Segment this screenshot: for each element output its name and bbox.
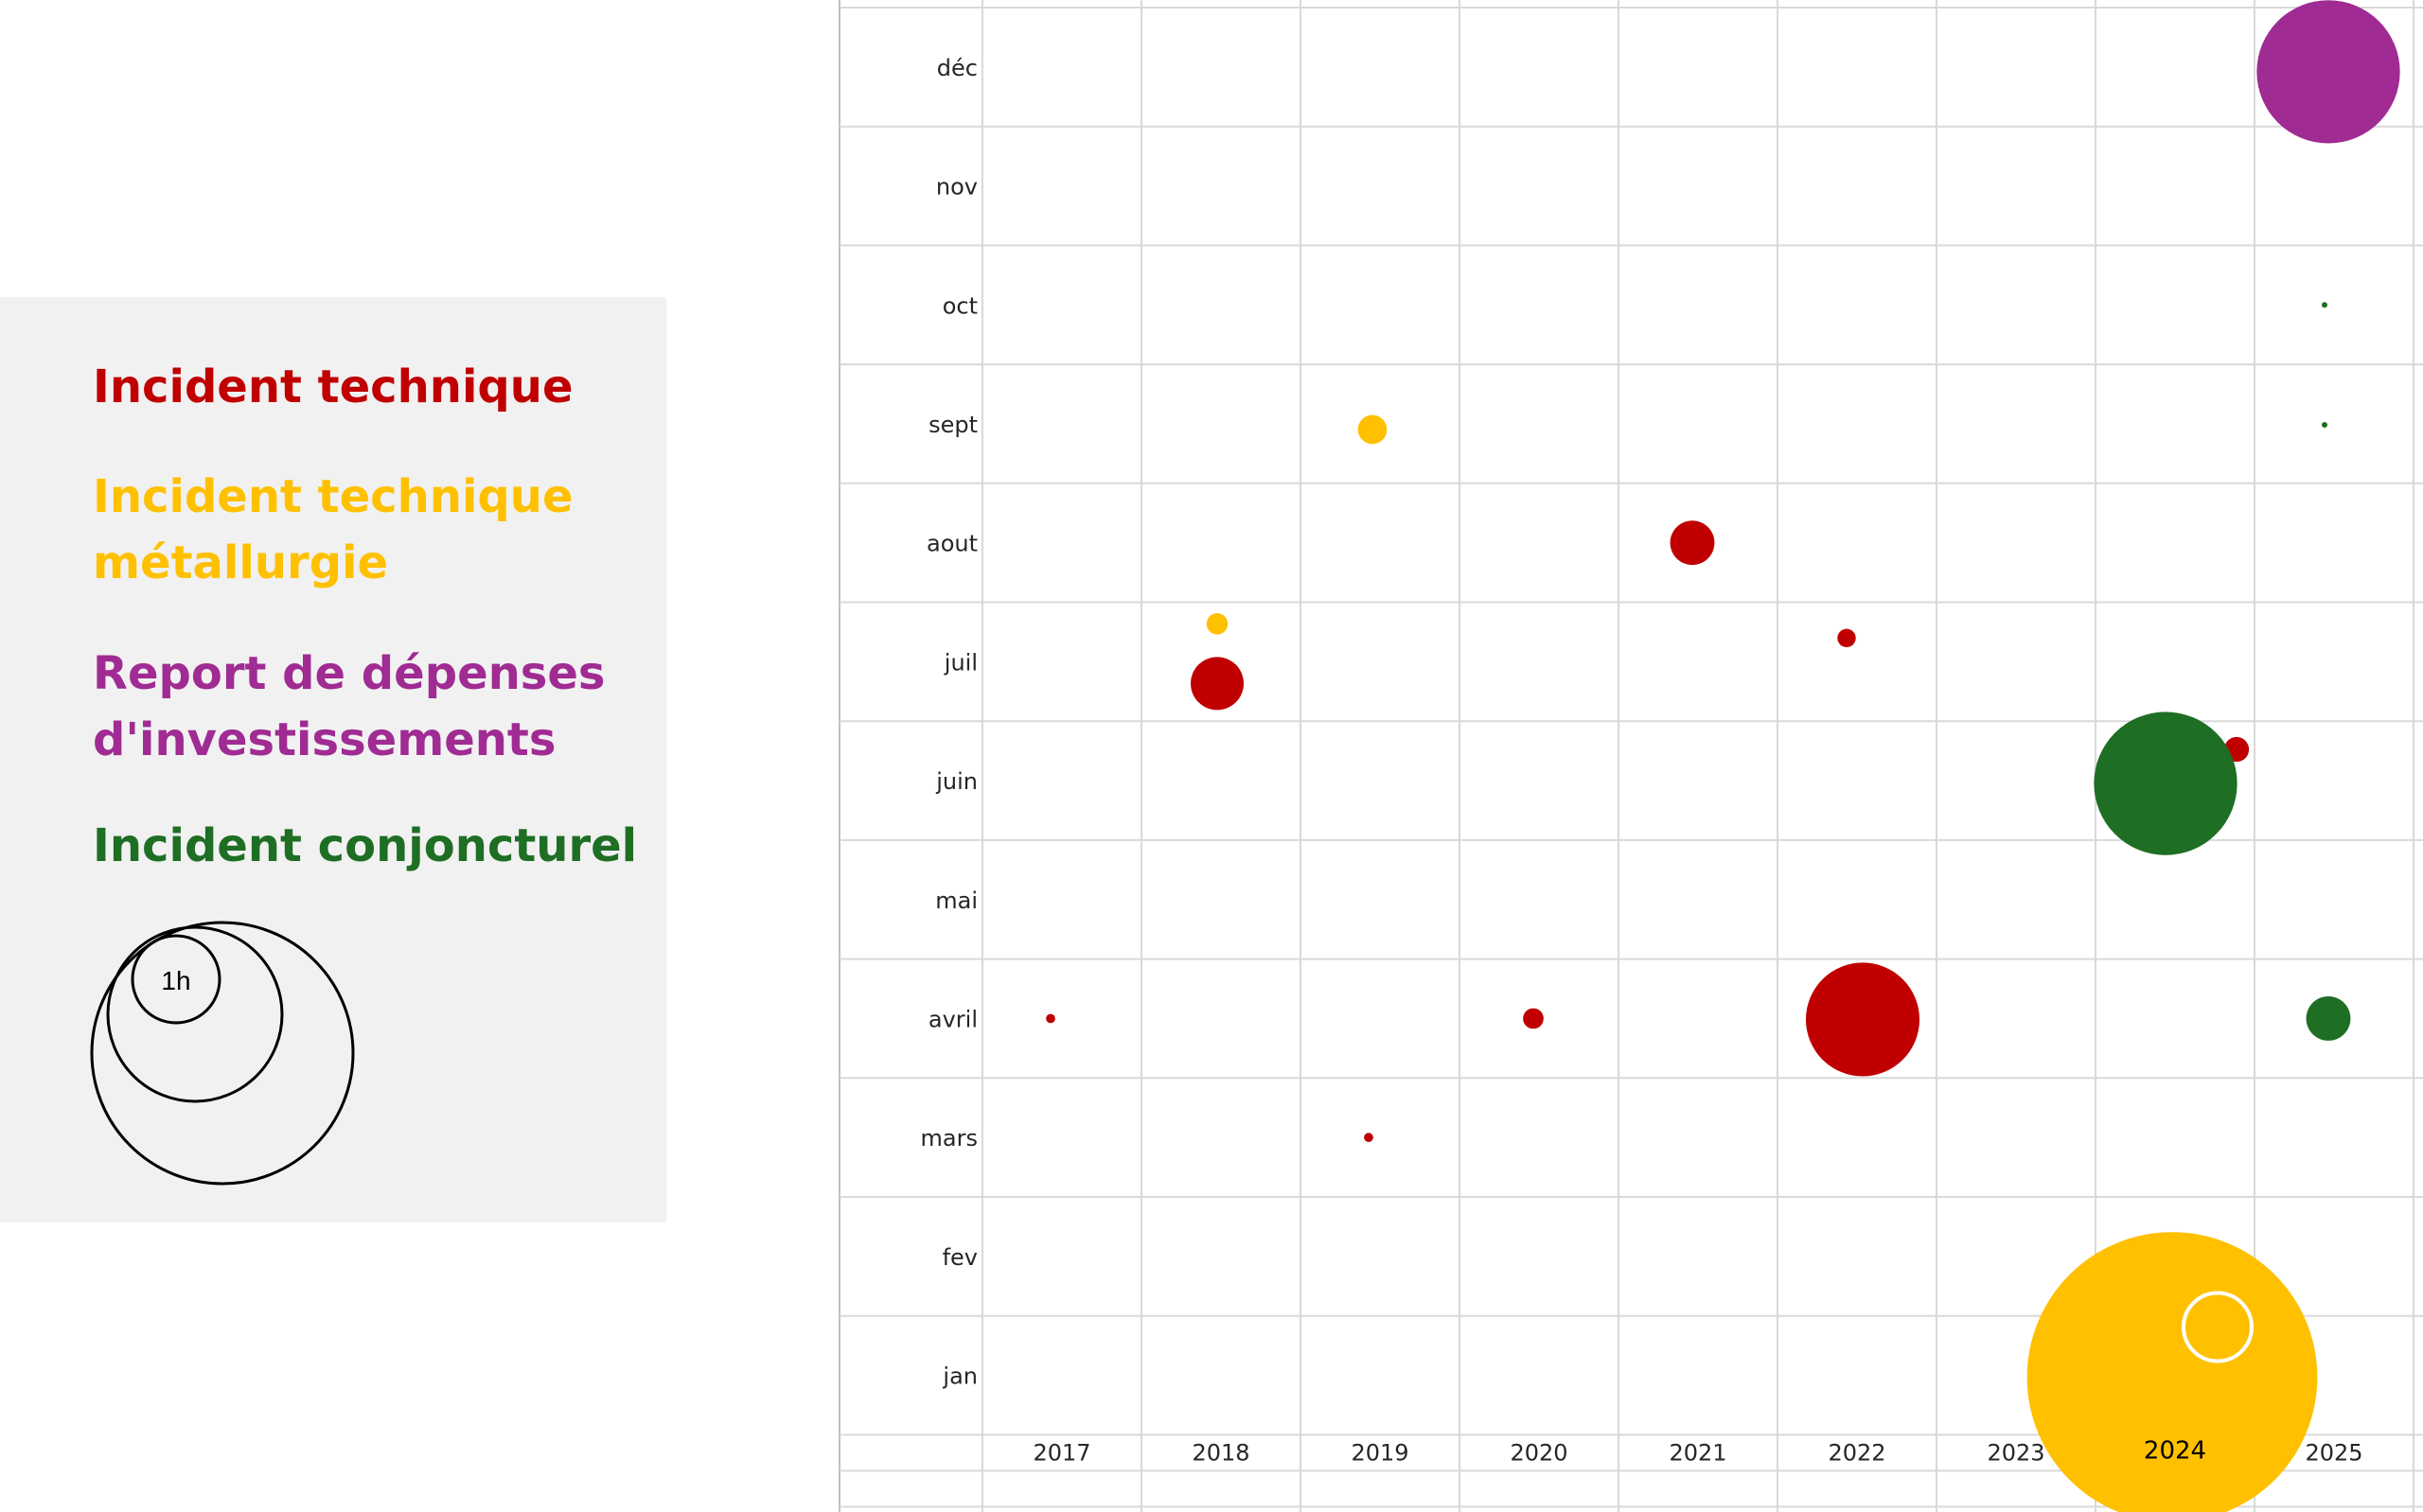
month-tick-label: juil [944, 649, 978, 676]
month-tick-label: mars [921, 1125, 978, 1152]
year-tick-label-overlay: 2024 [2144, 1436, 2206, 1465]
month-labels: jan fev mars avril mai juin juil aout sept oct nov… [921, 55, 978, 1390]
bubble-point [1046, 1013, 1055, 1024]
legend-incident-conjoncturel: Incident conjoncturel [93, 819, 638, 872]
size-key-circle-medium [106, 925, 284, 1103]
year-tick-label: 2018 [1192, 1439, 1249, 1466]
month-tick-label: aout [927, 531, 978, 557]
bubble-point [1364, 1133, 1373, 1142]
year-tick-label: 2023 [1987, 1439, 2044, 1466]
month-tick-label: oct [943, 292, 978, 319]
bubble-point [1523, 1008, 1544, 1029]
bubble-point [1670, 520, 1715, 566]
bubble-point [2094, 712, 2237, 855]
size-key: 1h [90, 921, 355, 1186]
year-tick-label: 2021 [1669, 1439, 1726, 1466]
bubble-point [1357, 414, 1388, 445]
month-tick-label: juin [935, 768, 978, 795]
bubble-point [2256, 0, 2400, 144]
bubble-point [2026, 1232, 2318, 1512]
bubble-point [2306, 996, 2351, 1041]
month-tick-label: jan [942, 1363, 978, 1390]
bubble-point [2322, 421, 2327, 428]
month-tick-label: avril [929, 1006, 978, 1032]
legend-incident-technique: Incident technique [93, 360, 574, 413]
month-tick-label: sept [929, 412, 978, 438]
year-tick-label: 2019 [1351, 1439, 1408, 1466]
size-key-circle-small [131, 934, 221, 1025]
bubble-point [1206, 613, 1229, 635]
year-tick-label: 2025 [2305, 1439, 2362, 1466]
size-key-circle-large [90, 921, 355, 1186]
year-tick-label: 2017 [1033, 1439, 1090, 1466]
bubble-point [1837, 628, 1856, 648]
size-key-label: 1h [161, 966, 190, 995]
month-tick-label: mai [935, 888, 978, 914]
legend-panel: Incident technique Incident technique mé… [0, 297, 666, 1222]
year-tick-label: 2020 [1510, 1439, 1567, 1466]
bubble-point [1191, 657, 1244, 711]
bubble-point [2322, 302, 2327, 308]
bubbles: 2024 [1046, 0, 2400, 1512]
legend-incident-technique-metallurgie: Incident technique métallurgie [93, 470, 574, 589]
month-tick-label: nov [936, 174, 978, 201]
reference-circle-1h [2182, 1291, 2254, 1363]
month-tick-label: fev [943, 1244, 978, 1271]
month-tick-label: déc [937, 55, 978, 81]
bubble-point [1805, 962, 1920, 1077]
legend-report-depenses: Report de dépenses d'investissements [93, 647, 606, 766]
year-tick-label: 2022 [1828, 1439, 1885, 1466]
